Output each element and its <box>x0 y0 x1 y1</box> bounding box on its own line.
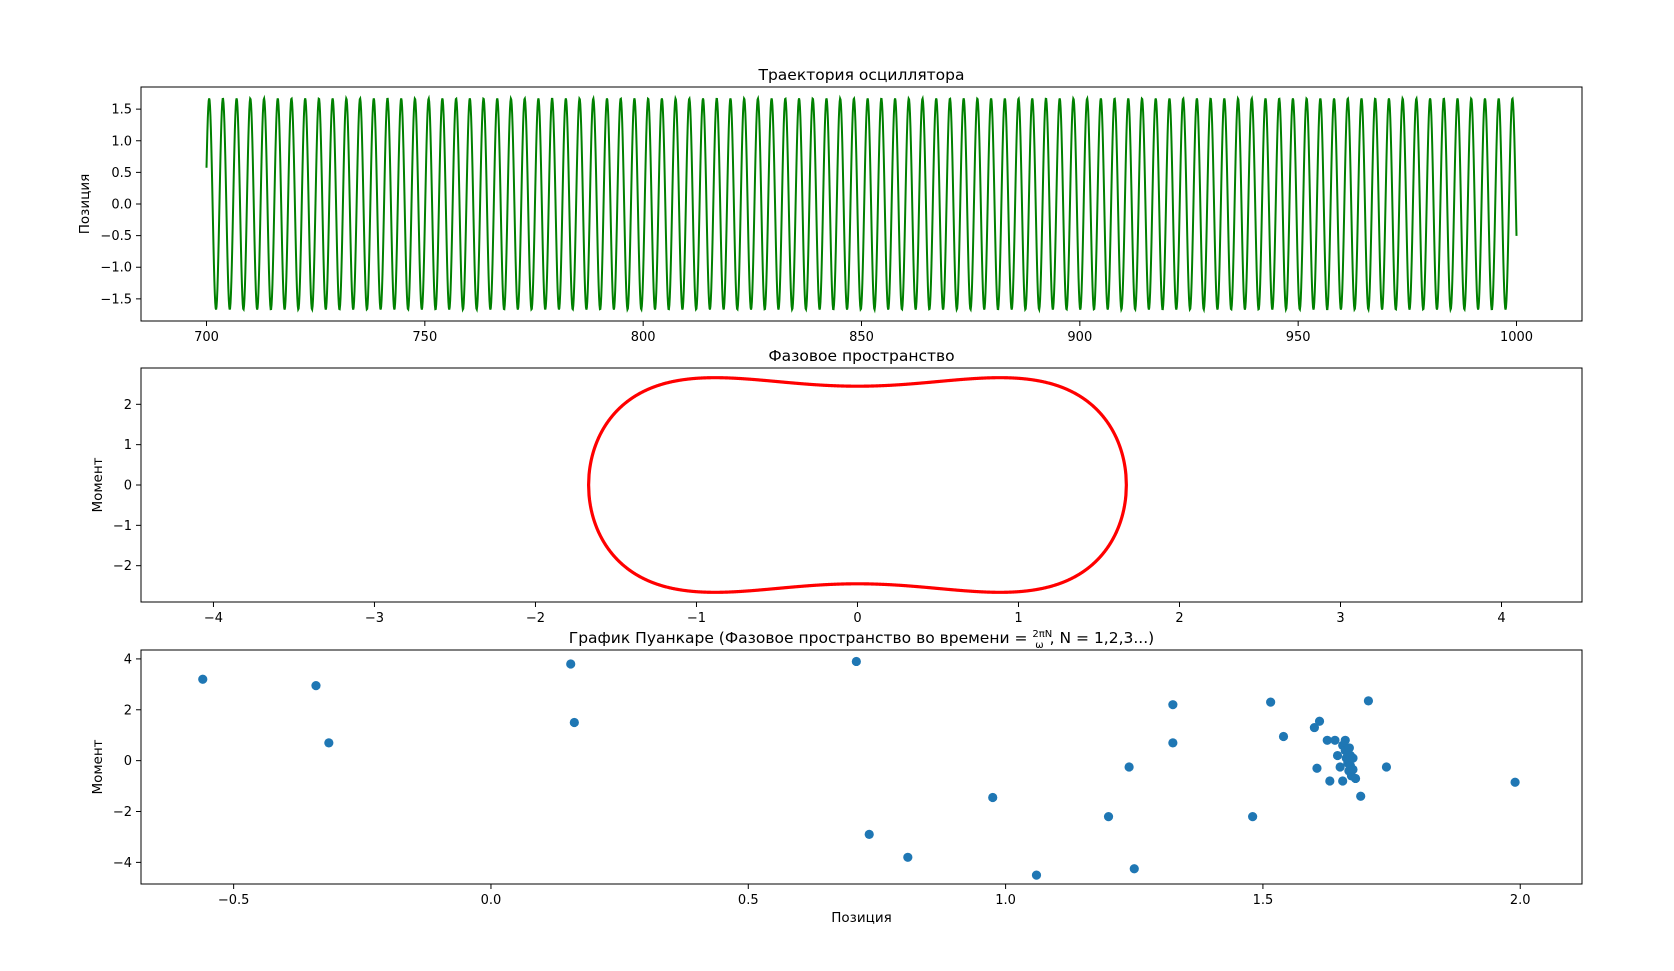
x-tick-label: 0.5 <box>738 893 759 908</box>
x-tick-label: 1000 <box>1500 330 1533 345</box>
x-tick-label: 0.0 <box>481 893 502 908</box>
x-axis-label: Позиция <box>831 910 891 926</box>
y-axis-label: Момент <box>90 457 106 512</box>
y-tick-label: 0.0 <box>111 198 132 213</box>
poincare-point <box>1322 735 1332 745</box>
y-axis-label: Позиция <box>77 174 93 234</box>
y-tick-label: −0.5 <box>100 229 132 244</box>
axes-frame <box>140 367 1583 603</box>
y-tick-label: −1.5 <box>100 292 132 307</box>
phase-curve <box>586 376 1128 594</box>
poincare-point <box>1348 753 1358 763</box>
poincare-point <box>1363 696 1374 706</box>
x-tick-label: 850 <box>849 330 874 345</box>
poincare-point <box>1314 716 1325 726</box>
poincare-point <box>1168 738 1178 748</box>
x-tick-label: 0 <box>853 611 861 626</box>
poincare-point <box>864 829 874 840</box>
y-tick-label: 2 <box>124 703 132 718</box>
poincare-point <box>1031 870 1042 880</box>
poincare-point <box>566 659 576 669</box>
x-tick-label: 900 <box>1067 330 1092 345</box>
poincare-point <box>851 656 861 667</box>
subplot-2: −4 −3 −2 −1 0 1 2 3 4 2 1 0 −1 −2 Фазовое пространство… <box>90 347 1583 626</box>
x-tick-label: 1.0 <box>995 893 1016 908</box>
poincare-point <box>1103 812 1114 822</box>
y-tick-label: 0.5 <box>111 166 132 181</box>
poincare-point <box>1356 791 1366 801</box>
poincare-point <box>1330 735 1340 745</box>
poincare-point <box>1309 722 1319 733</box>
chart-title: График Пуанкаре (Фазовое пространство во… <box>569 629 1154 651</box>
poincare-point <box>1312 763 1322 773</box>
poincare-point <box>1332 750 1343 761</box>
plot-area-2 <box>586 376 1128 594</box>
chart-title: Траектория осциллятора <box>758 66 965 84</box>
x-tick-label: 1.5 <box>1253 893 1274 908</box>
x-tick-label: 3 <box>1336 611 1344 626</box>
poincare-point <box>1340 735 1350 745</box>
poincare-point <box>198 674 208 684</box>
axes-frame <box>140 649 1583 885</box>
poincare-point <box>1278 731 1289 742</box>
y-tick-label: −1 <box>113 519 132 534</box>
x-tick-label: 750 <box>412 330 437 345</box>
y-tick-label: −2 <box>113 805 132 820</box>
trajectory-line <box>205 94 1518 314</box>
title-fraction-denominator: ω <box>1033 640 1045 651</box>
chart-title: Фазовое пространство <box>768 347 954 365</box>
x-tick-label: −0.5 <box>218 893 250 908</box>
poincare-point <box>324 738 334 748</box>
y-tick-label: 0 <box>124 479 132 494</box>
poincare-point <box>1248 812 1258 822</box>
x-tick-label: 950 <box>1286 330 1311 345</box>
y-axis-label: Момент <box>90 739 106 794</box>
x-tick-label: −3 <box>365 611 384 626</box>
poincare-point <box>1325 776 1335 786</box>
poincare-point <box>988 792 998 803</box>
title-text-before: График Пуанкаре (Фазовое пространство во… <box>569 629 1033 647</box>
poincare-point <box>1348 764 1358 775</box>
poincare-point <box>1129 864 1139 874</box>
y-tick-label: −1.0 <box>100 261 132 276</box>
poincare-point <box>1344 743 1354 753</box>
poincare-point <box>569 717 579 728</box>
poincare-point <box>1266 697 1276 707</box>
x-tick-label: 2 <box>1175 611 1183 626</box>
y-tick-label: 4 <box>124 652 132 667</box>
x-tick-label: 2.0 <box>1510 893 1531 908</box>
y-tick-label: 1 <box>124 438 132 453</box>
plot-area-3 <box>198 656 1520 880</box>
poincare-point <box>903 852 913 862</box>
poincare-point <box>1124 762 1134 772</box>
poincare-point <box>1381 762 1392 772</box>
title-text-after: , N = 1,2,3...) <box>1050 629 1155 647</box>
y-tick-label: 0 <box>124 754 132 769</box>
x-tick-label: −4 <box>204 611 223 626</box>
y-tick-label: 1.0 <box>111 134 132 149</box>
y-tick-label: 2 <box>124 398 132 413</box>
title-fraction-numerator: 2πN <box>1032 629 1052 640</box>
poincare-point <box>1510 777 1520 787</box>
x-tick-label: 800 <box>631 330 656 345</box>
x-tick-label: 1 <box>1014 611 1022 626</box>
subplot-3: −0.5 0.0 0.5 1.0 1.5 2.0 4 2 0 −2 −4 График Пуанкар… <box>90 629 1583 926</box>
title-fraction: 2πN ω <box>1032 629 1052 651</box>
poincare-point <box>1338 776 1348 786</box>
y-tick-label: 1.5 <box>111 103 132 118</box>
x-tick-label: −1 <box>687 611 706 626</box>
y-tick-label: −2 <box>113 559 132 574</box>
x-tick-label: 700 <box>194 330 219 345</box>
y-tick-label: −4 <box>113 856 132 871</box>
poincare-point <box>1350 773 1361 784</box>
subplot-1: 700 750 800 850 900 950 1000 1.5 1.0 0.5 0.0 −0.5 −1… <box>77 66 1583 345</box>
poincare-point <box>311 681 321 691</box>
x-tick-label: 4 <box>1497 611 1505 626</box>
x-tick-label: −2 <box>526 611 545 626</box>
poincare-point <box>1168 700 1178 710</box>
poincare-point <box>1335 762 1345 772</box>
plot-area-1 <box>205 94 1518 314</box>
